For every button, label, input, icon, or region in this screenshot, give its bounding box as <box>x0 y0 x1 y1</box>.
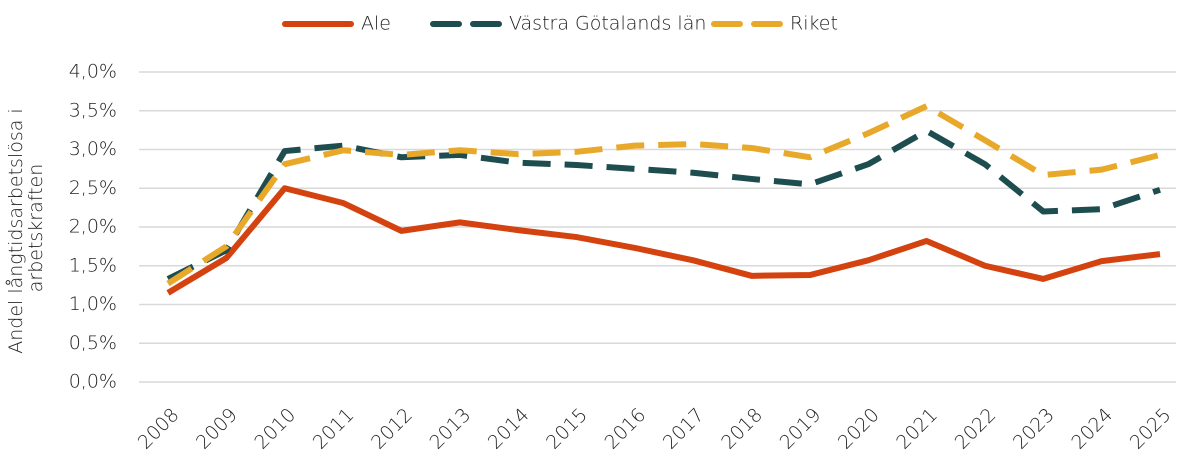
series-line <box>166 185 1161 296</box>
x-tick-label: 2025 <box>1126 404 1176 450</box>
x-tick-label: 2014 <box>484 404 534 450</box>
y-tick-label: 3,0% <box>69 138 117 160</box>
x-tick-label: 2018 <box>717 404 767 450</box>
x-tick-label: 2017 <box>659 404 709 450</box>
x-tick-label: 2021 <box>892 404 942 450</box>
y-axis-label-line: Andel långtidsarbetslösa i <box>5 108 27 353</box>
legend-label: Riket <box>790 13 838 35</box>
y-tick-label: 2,5% <box>69 177 117 199</box>
x-tick-label: 2023 <box>1009 404 1059 450</box>
x-tick-label: 2016 <box>600 404 650 450</box>
x-tick-label: 2020 <box>834 404 884 450</box>
y-tick-label: 1,0% <box>69 293 117 315</box>
x-tick-label: 2015 <box>542 404 592 450</box>
series-line <box>166 127 1161 282</box>
x-tick-label: 2008 <box>134 404 184 450</box>
y-tick-label: 0,5% <box>69 332 117 354</box>
series-line <box>166 103 1161 287</box>
x-tick-label: 2010 <box>250 404 300 450</box>
x-tick-label: 2012 <box>367 404 417 450</box>
y-tick-label: 2,0% <box>69 216 117 238</box>
y-tick-label: 1,5% <box>69 254 117 276</box>
x-tick-label: 2013 <box>425 404 475 450</box>
y-tick-label: 0,0% <box>69 371 117 393</box>
y-tick-label: 3,5% <box>69 99 117 121</box>
y-tick-label: 4,0% <box>69 61 117 83</box>
legend-label: Västra Götalands län <box>509 13 706 35</box>
x-tick-label: 2019 <box>776 404 826 450</box>
y-axis-label: Andel långtidsarbetslösa i arbetskraften <box>5 102 47 354</box>
legend-label: Ale <box>361 13 391 35</box>
x-tick-label: 2024 <box>1067 404 1117 450</box>
x-tick-label: 2022 <box>951 404 1001 450</box>
x-tick-label: 2011 <box>309 404 359 450</box>
y-axis-label-line: arbetskraften <box>25 164 47 293</box>
x-tick-label: 2009 <box>192 404 242 450</box>
